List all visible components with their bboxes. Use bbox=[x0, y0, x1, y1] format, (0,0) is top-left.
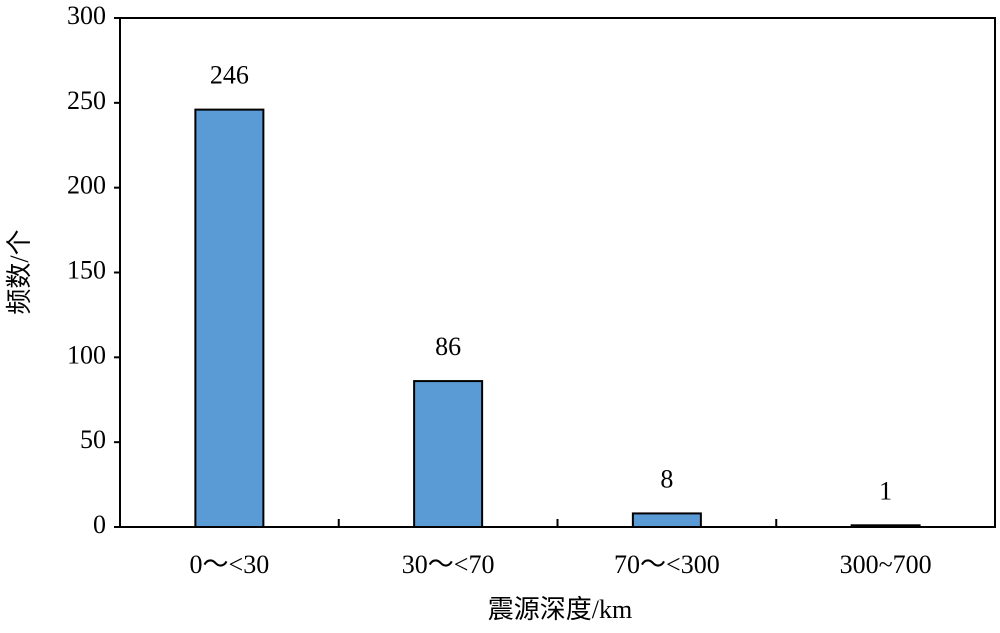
bar bbox=[194, 108, 265, 529]
y-tick-label: 250 bbox=[67, 86, 106, 115]
y-tick-label: 0 bbox=[93, 510, 106, 539]
y-tick-label: 100 bbox=[67, 340, 106, 369]
data-label: 246 bbox=[210, 61, 249, 90]
x-tick-label: 300~700 bbox=[840, 550, 932, 579]
x-tick-label: 0～<30 bbox=[190, 550, 270, 579]
y-axis-label: 频数/个 bbox=[5, 229, 34, 314]
y-tick-label: 200 bbox=[67, 171, 106, 200]
y-tick-label: 150 bbox=[67, 255, 106, 284]
bar bbox=[631, 512, 702, 529]
y-tick-label: 300 bbox=[67, 1, 106, 30]
data-label: 86 bbox=[435, 332, 461, 361]
data-label: 1 bbox=[879, 476, 892, 505]
bar bbox=[850, 524, 921, 529]
data-label: 8 bbox=[660, 464, 673, 493]
bar bbox=[413, 380, 484, 528]
x-axis-label: 震源深度/km bbox=[488, 595, 632, 624]
y-tick-label: 50 bbox=[80, 425, 106, 454]
x-tick-label: 30～<70 bbox=[402, 550, 495, 579]
x-tick-label: 70～<300 bbox=[614, 550, 720, 579]
